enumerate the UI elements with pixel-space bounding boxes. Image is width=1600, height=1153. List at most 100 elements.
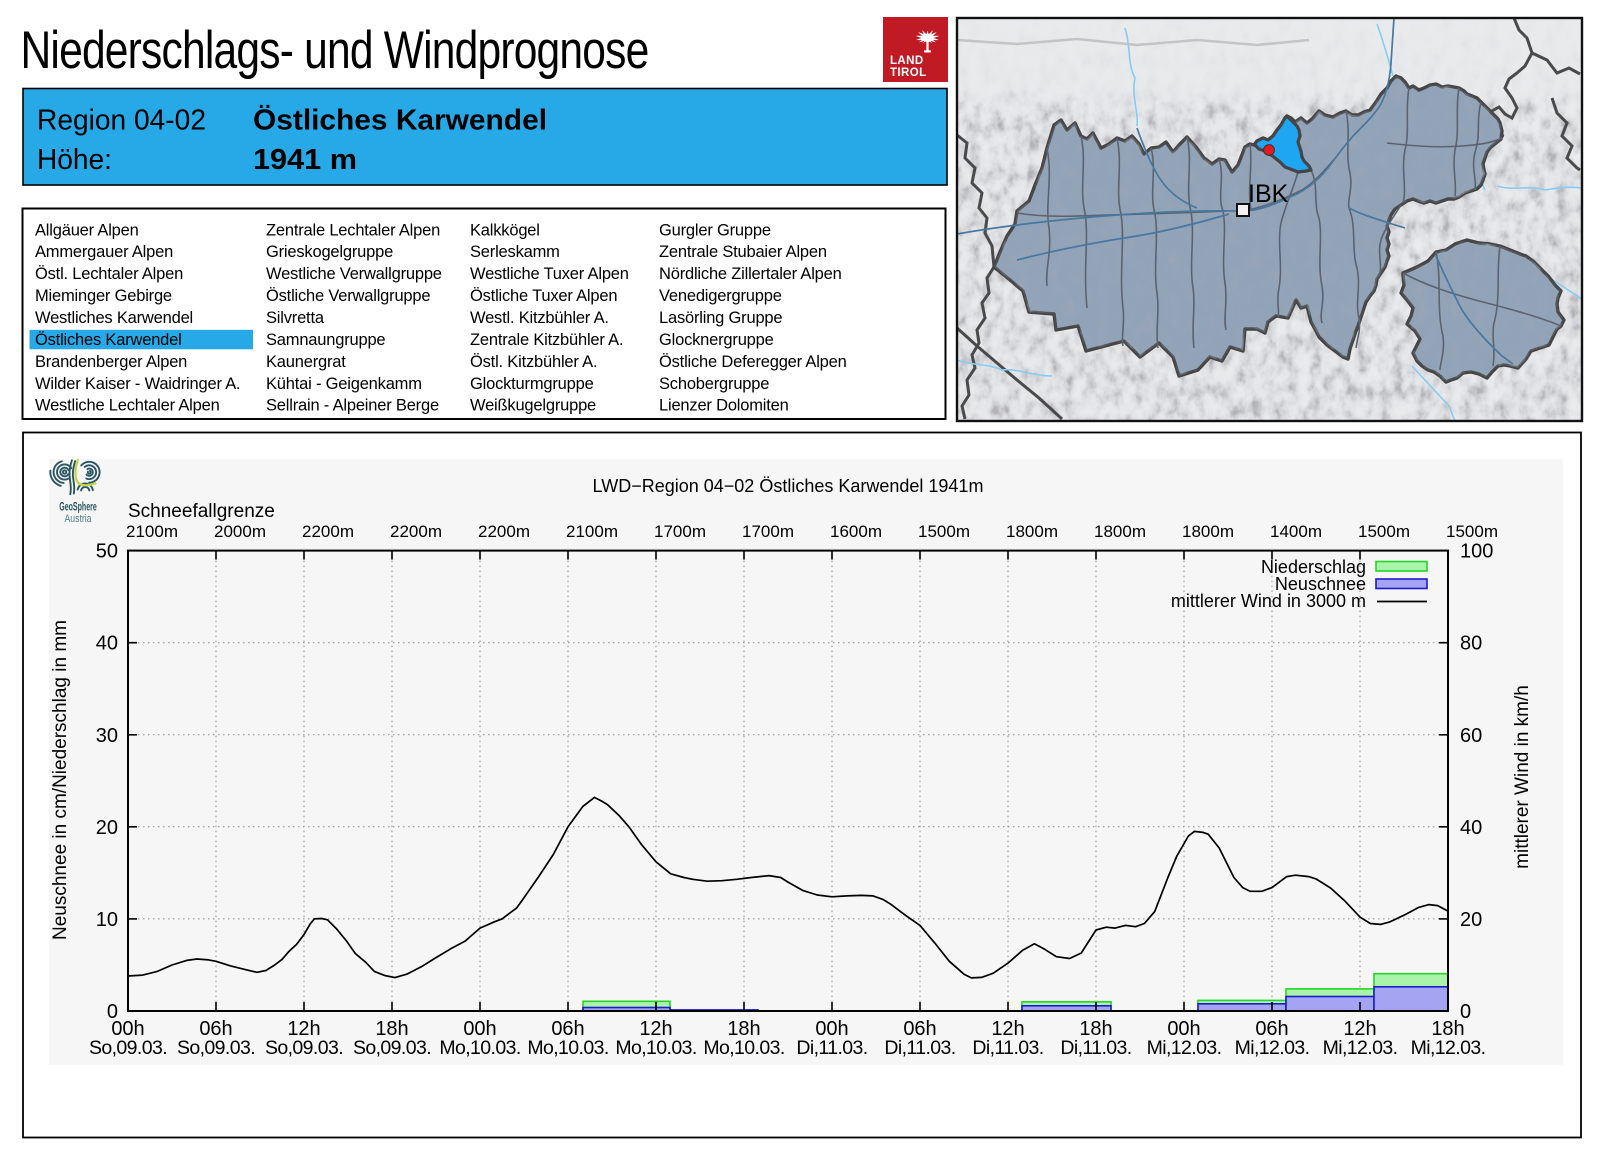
svg-text:Di,11.03.: Di,11.03. — [884, 1037, 955, 1059]
svg-text:Westliche Lechtaler Alpen: Westliche Lechtaler Alpen — [35, 397, 220, 415]
svg-text:Wilder Kaiser - Waidringer A.: Wilder Kaiser - Waidringer A. — [35, 375, 240, 393]
svg-text:1500m: 1500m — [918, 522, 970, 541]
svg-text:1500m: 1500m — [1446, 522, 1498, 541]
svg-text:Östliche Tuxer Alpen: Östliche Tuxer Alpen — [470, 287, 617, 305]
svg-text:Mi,12.03.: Mi,12.03. — [1235, 1037, 1310, 1059]
svg-text:Mi,12.03.: Mi,12.03. — [1323, 1037, 1398, 1059]
svg-text:Region 04-02: Region 04-02 — [37, 105, 206, 137]
svg-text:12h: 12h — [287, 1018, 320, 1040]
svg-text:12h: 12h — [991, 1018, 1024, 1040]
svg-text:Lienzer Dolomiten: Lienzer Dolomiten — [659, 397, 789, 415]
svg-text:2200m: 2200m — [390, 522, 442, 541]
svg-text:Westliche Tuxer Alpen: Westliche Tuxer Alpen — [470, 265, 629, 283]
svg-text:Nördliche Zillertaler Alpen: Nördliche Zillertaler Alpen — [659, 265, 842, 283]
svg-text:2200m: 2200m — [302, 522, 354, 541]
svg-text:Weißkugelgruppe: Weißkugelgruppe — [470, 397, 596, 415]
svg-text:Allgäuer Alpen: Allgäuer Alpen — [35, 221, 139, 239]
svg-text:Venedigergruppe: Venedigergruppe — [659, 287, 782, 305]
svg-text:Östl. Kitzbühler A.: Östl. Kitzbühler A. — [470, 353, 597, 371]
svg-text:100: 100 — [1460, 541, 1493, 563]
svg-text:00h: 00h — [111, 1018, 144, 1040]
svg-text:12h: 12h — [639, 1018, 672, 1040]
svg-text:So,09.03.: So,09.03. — [89, 1037, 167, 1059]
svg-text:00h: 00h — [463, 1018, 496, 1040]
svg-text:Neuschnee in cm/Niederschlag i: Neuschnee in cm/Niederschlag in mm — [50, 620, 71, 940]
svg-text:80: 80 — [1460, 633, 1482, 655]
svg-text:mittlerer Wind in km/h: mittlerer Wind in km/h — [1512, 685, 1533, 869]
svg-text:Kalkkögel: Kalkkögel — [470, 221, 540, 239]
svg-text:TIROL: TIROL — [890, 67, 927, 79]
svg-text:1400m: 1400m — [1270, 522, 1322, 541]
svg-text:40: 40 — [96, 633, 118, 655]
svg-text:06h: 06h — [1255, 1018, 1288, 1040]
svg-text:Grieskogelgruppe: Grieskogelgruppe — [266, 243, 393, 261]
svg-text:Zentrale Lechtaler Alpen: Zentrale Lechtaler Alpen — [266, 221, 440, 239]
svg-text:Kühtai - Geigenkamm: Kühtai - Geigenkamm — [266, 375, 422, 393]
svg-text:18h: 18h — [375, 1018, 408, 1040]
svg-text:18h: 18h — [727, 1018, 760, 1040]
svg-text:1500m: 1500m — [1358, 522, 1410, 541]
svg-text:Di,11.03.: Di,11.03. — [972, 1037, 1043, 1059]
svg-text:Neuschnee: Neuschnee — [1275, 574, 1366, 594]
svg-text:06h: 06h — [551, 1018, 584, 1040]
svg-text:0: 0 — [107, 1001, 118, 1023]
svg-text:2100m: 2100m — [566, 522, 618, 541]
svg-text:10: 10 — [96, 909, 118, 931]
svg-text:Glockturmgruppe: Glockturmgruppe — [470, 375, 594, 393]
svg-text:Niederschlag: Niederschlag — [1261, 557, 1366, 577]
svg-text:60: 60 — [1460, 725, 1482, 747]
svg-text:1941 m: 1941 m — [253, 144, 357, 176]
svg-text:1800m: 1800m — [1094, 522, 1146, 541]
svg-text:Samnaungruppe: Samnaungruppe — [266, 331, 385, 349]
svg-text:18h: 18h — [1431, 1018, 1464, 1040]
svg-text:12h: 12h — [1343, 1018, 1376, 1040]
svg-text:Ammergauer Alpen: Ammergauer Alpen — [35, 243, 173, 261]
svg-text:Mieminger Gebirge: Mieminger Gebirge — [35, 287, 172, 305]
svg-text:Mo,10.03.: Mo,10.03. — [615, 1037, 696, 1059]
svg-text:Niederschlags- und Windprognos: Niederschlags- und Windprognose — [21, 21, 649, 80]
svg-text:mittlerer Wind in 3000 m: mittlerer Wind in 3000 m — [1171, 591, 1366, 611]
svg-text:06h: 06h — [903, 1018, 936, 1040]
svg-text:20: 20 — [96, 817, 118, 839]
svg-text:18h: 18h — [1079, 1018, 1112, 1040]
svg-text:Östliches Karwendel: Östliches Karwendel — [35, 331, 182, 349]
svg-text:Kaunergrat: Kaunergrat — [266, 353, 346, 371]
svg-text:Höhe:: Höhe: — [37, 144, 112, 176]
svg-text:Zentrale Kitzbühler A.: Zentrale Kitzbühler A. — [470, 331, 623, 349]
svg-text:Westliches Karwendel: Westliches Karwendel — [35, 309, 193, 327]
svg-text:Östliches Karwendel: Östliches Karwendel — [253, 105, 547, 137]
svg-text:Di,11.03.: Di,11.03. — [1060, 1037, 1131, 1059]
svg-text:Lasörling Gruppe: Lasörling Gruppe — [659, 309, 782, 327]
svg-text:00h: 00h — [815, 1018, 848, 1040]
svg-text:Schobergruppe: Schobergruppe — [659, 375, 769, 393]
svg-text:1600m: 1600m — [830, 522, 882, 541]
svg-text:So,09.03.: So,09.03. — [177, 1037, 255, 1059]
svg-text:Westliche Verwallgruppe: Westliche Verwallgruppe — [266, 265, 442, 283]
svg-text:0: 0 — [1460, 1001, 1471, 1023]
svg-text:1800m: 1800m — [1006, 522, 1058, 541]
svg-text:Mi,12.03.: Mi,12.03. — [1147, 1037, 1222, 1059]
svg-text:2100m: 2100m — [126, 522, 178, 541]
svg-text:Mi,12.03.: Mi,12.03. — [1411, 1037, 1486, 1059]
svg-text:Mo,10.03.: Mo,10.03. — [703, 1037, 784, 1059]
svg-text:Zentrale Stubaier Alpen: Zentrale Stubaier Alpen — [659, 243, 827, 261]
svg-text:GeoSphere: GeoSphere — [59, 500, 97, 514]
svg-text:Brandenberger Alpen: Brandenberger Alpen — [35, 353, 187, 371]
svg-text:LWD−Region 04−02 Östliches Kar: LWD−Region 04−02 Östliches Karwendel 194… — [593, 476, 984, 496]
svg-text:Schneefallgrenze: Schneefallgrenze — [128, 501, 275, 522]
svg-text:So,09.03.: So,09.03. — [265, 1037, 343, 1059]
svg-text:LAND: LAND — [890, 55, 924, 67]
svg-text:40: 40 — [1460, 817, 1482, 839]
svg-text:Mo,10.03.: Mo,10.03. — [439, 1037, 520, 1059]
svg-text:Östl. Lechtaler Alpen: Östl. Lechtaler Alpen — [35, 265, 183, 283]
svg-text:IBK: IBK — [1248, 180, 1289, 208]
svg-text:Mo,10.03.: Mo,10.03. — [527, 1037, 608, 1059]
svg-text:00h: 00h — [1167, 1018, 1200, 1040]
svg-text:20: 20 — [1460, 909, 1482, 931]
svg-text:Austria: Austria — [65, 513, 93, 525]
svg-text:1700m: 1700m — [654, 522, 706, 541]
svg-text:Glocknergruppe: Glocknergruppe — [659, 331, 774, 349]
svg-text:1700m: 1700m — [742, 522, 794, 541]
svg-text:30: 30 — [96, 725, 118, 747]
svg-text:Östliche Deferegger Alpen: Östliche Deferegger Alpen — [659, 353, 847, 371]
